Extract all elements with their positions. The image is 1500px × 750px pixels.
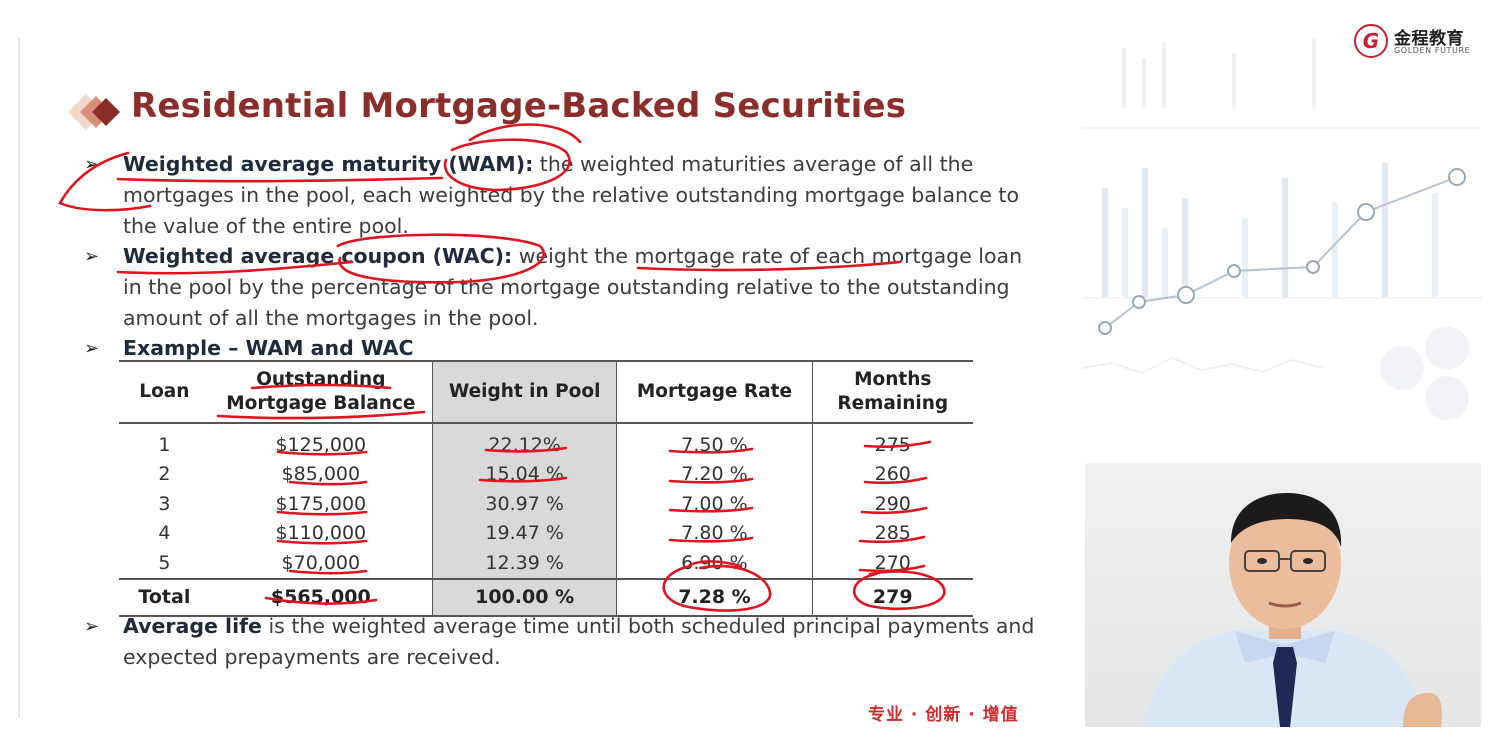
cell-balance: $110,000	[275, 522, 367, 545]
bullet-wam: ➢ Weighted average maturity (WAM): the w…	[84, 149, 1043, 242]
total-label: Total	[119, 577, 210, 617]
cell-loan: 3	[158, 492, 171, 515]
cell-months: 270	[874, 551, 911, 574]
brand-logo: G 金程教育 GOLDEN FUTURE	[1354, 24, 1486, 60]
table-row: 5 $70,000 12.39 % 6.90 % 270	[119, 548, 973, 579]
brand-mark-icon: G	[1354, 24, 1388, 58]
cell-months: 260	[874, 463, 911, 486]
table-row: 2 $85,000 15.04 % 7.20 % 260	[119, 459, 973, 489]
cell-loan: 2	[158, 463, 171, 486]
wam-term: Weighted average maturity (WAM):	[123, 152, 534, 176]
cell-weight: 19.47 %	[431, 518, 618, 548]
brand-name-en: GOLDEN FUTURE	[1394, 46, 1471, 55]
wac-term: Weighted average coupon (WAC):	[123, 244, 513, 268]
cell-balance: $175,000	[275, 492, 367, 515]
table-total-row: Total $565,000 100.00 % 7.28 % 279	[119, 577, 973, 617]
cell-balance: $125,000	[275, 433, 367, 456]
cell-weight: 15.04 %	[431, 459, 618, 489]
average-life-term: Average life	[123, 614, 262, 638]
header-loan: Loan	[119, 360, 210, 424]
wam-definition: the weighted maturities average of all t…	[123, 152, 1020, 238]
bullet-wac: ➢ Weighted average coupon (WAC): weight …	[84, 241, 1043, 334]
cell-rate: 7.20 %	[616, 459, 813, 489]
cell-loan: 5	[158, 551, 171, 574]
cell-rate: 7.50 %	[616, 423, 813, 460]
total-weight: 100.00 %	[431, 577, 618, 617]
brand-name-cn: 金程教育	[1394, 29, 1464, 49]
cell-months: 290	[874, 492, 911, 515]
bullet-arrow-icon: ➢	[84, 338, 100, 359]
presenter-figure	[1145, 493, 1443, 727]
wam-wac-table: Loan Outstanding Mortgage Balance Weight …	[119, 360, 973, 617]
header-rate: Mortgage Rate	[616, 360, 813, 424]
header-balance: Outstanding Mortgage Balance	[209, 360, 433, 424]
bullet-arrow-icon: ➢	[84, 154, 100, 175]
cell-months: 285	[874, 522, 911, 545]
ink-stroke-wam-top	[468, 123, 582, 144]
cell-weight: 22.12%	[431, 423, 618, 460]
example-heading: Example – WAM and WAC	[123, 336, 414, 360]
header-months-line2: Remaining	[837, 393, 949, 414]
cell-weight: 12.39 %	[431, 548, 618, 579]
total-rate: 7.28 %	[616, 577, 813, 617]
header-balance-line2: Mortgage Balance	[226, 393, 416, 414]
header-weight: Weight in Pool	[431, 360, 618, 424]
cell-weight: 30.97 %	[431, 489, 618, 519]
average-life-definition: is the weighted average time until both …	[123, 614, 1035, 669]
cell-loan: 1	[158, 433, 171, 456]
header-balance-line1: Outstanding	[256, 369, 386, 390]
cell-months: 275	[874, 433, 911, 456]
title-diamonds-icon	[68, 94, 120, 130]
bullet-arrow-icon: ➢	[84, 246, 100, 267]
table-row: 4 $110,000 19.47 % 7.80 % 285	[119, 518, 973, 548]
table-header-row: Loan Outstanding Mortgage Balance Weight …	[119, 360, 973, 424]
cell-rate: 7.00 %	[616, 489, 813, 519]
table-row: 1 $125,000 22.12% 7.50 % 275	[119, 423, 973, 460]
bullet-average-life: ➢ Average life is the weighted average t…	[84, 611, 1043, 673]
slide-title: Residential Mortgage-Backed Securities	[131, 86, 907, 126]
cell-rate: 6.90 %	[616, 548, 813, 579]
cell-rate: 7.80 %	[616, 518, 813, 548]
cell-loan: 4	[158, 522, 171, 545]
total-balance: $565,000	[209, 577, 433, 617]
bullet-example: ➢ Example – WAM and WAC	[84, 333, 1043, 364]
cell-balance: $85,000	[281, 463, 361, 486]
decorative-chart-illustration	[1082, 38, 1482, 420]
slogan: 专业 · 创新 · 增值	[868, 705, 1019, 725]
presenter-video[interactable]	[1085, 463, 1481, 727]
wac-definition: weight the mortgage rate of each mortgag…	[123, 244, 1023, 330]
total-months: 279	[812, 577, 973, 617]
header-months: Months Remaining	[812, 360, 973, 424]
cell-balance: $70,000	[281, 551, 361, 574]
slide-edge	[18, 38, 20, 718]
bullet-arrow-icon: ➢	[84, 616, 100, 637]
header-months-line1: Months	[854, 369, 932, 390]
table-row: 3 $175,000 30.97 % 7.00 % 290	[119, 489, 973, 519]
